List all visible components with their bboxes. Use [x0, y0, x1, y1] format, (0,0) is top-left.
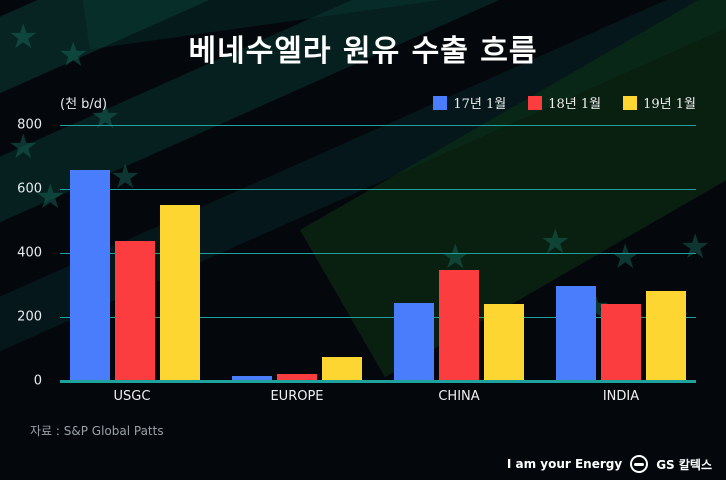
bar	[322, 357, 362, 381]
legend: 17년 1월 18년 1월 19년 1월	[433, 93, 696, 112]
y-tick-label: 800	[17, 117, 42, 133]
star-icon: ★	[35, 177, 66, 217]
bar	[646, 291, 686, 381]
star-icon: ★	[680, 227, 711, 267]
legend-swatch	[528, 95, 543, 110]
brand-name: GS 칼텍스	[656, 457, 712, 472]
star-icon: ★	[58, 35, 89, 75]
star-icon: ★	[610, 237, 641, 277]
bar	[277, 373, 317, 381]
footer-branding: I am your Energy GS 칼텍스	[507, 455, 712, 473]
x-tick-label: EUROPE	[270, 389, 324, 404]
star-icon: ★	[8, 17, 39, 57]
bar-group-usgc	[70, 169, 200, 381]
gs-caltex-logo-icon	[630, 455, 649, 473]
plot-area: 800 600 400 200 0 USGC EUROPE CHINA	[17, 118, 696, 404]
bar	[115, 241, 155, 381]
bar	[232, 375, 272, 381]
legend-item-2017: 17년 1월	[433, 93, 506, 112]
bar	[160, 205, 200, 381]
gridline-600	[60, 189, 696, 190]
legend-label: 18년 1월	[548, 97, 602, 112]
star-icon: ★	[110, 157, 141, 197]
y-axis-unit-label: (천 b/d)	[60, 97, 108, 112]
legend-swatch	[433, 95, 448, 110]
tagline: I am your Energy	[506, 457, 623, 471]
x-tick-label: USGC	[113, 389, 151, 404]
legend-label: 17년 1월	[453, 97, 507, 112]
y-tick-label: 600	[17, 181, 42, 197]
x-tick-label: CHINA	[438, 389, 480, 404]
legend-label: 19년 1월	[643, 97, 696, 112]
legend-item-2019: 19년 1월	[623, 93, 696, 112]
y-tick-label: 200	[17, 309, 42, 325]
gridline-800	[60, 125, 696, 126]
legend-item-2018: 18년 1월	[528, 93, 601, 112]
bar	[556, 285, 596, 381]
bar	[484, 303, 524, 381]
bar-group-india	[556, 285, 686, 381]
bar-group-europe	[232, 357, 362, 381]
gridline-400	[60, 253, 696, 254]
bar	[70, 169, 110, 381]
bar	[601, 303, 641, 381]
bar	[439, 269, 479, 381]
gridline-200	[60, 317, 696, 318]
source-note: 자료 : S&P Global Patts	[30, 424, 164, 438]
x-axis-baseline	[60, 380, 696, 383]
y-tick-label: 0	[33, 373, 42, 389]
star-icon: ★	[440, 237, 471, 277]
chart-title: 베네수엘라 원유 수출 흐름	[188, 34, 538, 69]
star-icon: ★	[8, 127, 39, 167]
bar-group-china	[394, 269, 524, 381]
x-tick-label: INDIA	[602, 389, 640, 404]
legend-swatch	[623, 95, 638, 110]
star-icon: ★	[90, 97, 121, 137]
bar	[394, 302, 434, 381]
y-tick-label: 400	[17, 245, 42, 261]
